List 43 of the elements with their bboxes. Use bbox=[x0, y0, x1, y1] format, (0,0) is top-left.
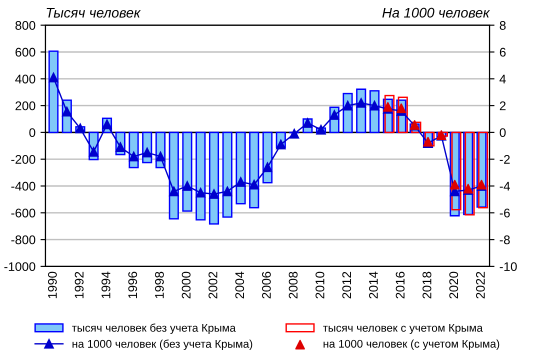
y2-tick-label: -2 bbox=[500, 155, 510, 164]
y-tick-label: -600 bbox=[11, 208, 36, 218]
y-tick-label: -200 bbox=[11, 155, 36, 164]
x-tick-label: 1992 bbox=[74, 272, 84, 298]
x-tick-label: 2018 bbox=[422, 272, 432, 298]
x-tick-label: 1996 bbox=[128, 272, 138, 298]
y-tick-label: 400 bbox=[15, 74, 36, 84]
y-tick-label: 600 bbox=[16, 48, 36, 57]
legend-label: на 1000 человек (без учета Крыма) bbox=[72, 340, 252, 350]
y2-tick-label: 2 bbox=[500, 101, 506, 110]
x-tick-label: 2004 bbox=[235, 272, 244, 298]
y2-tick-label: 0 bbox=[500, 128, 506, 138]
x-tick-label: 2000 bbox=[182, 272, 191, 298]
y-tick-label: -400 bbox=[11, 182, 36, 191]
y-tick-label: 200 bbox=[16, 101, 36, 110]
y2-tick-label: 6 bbox=[500, 48, 506, 57]
legend-label: тысяч человек с учетом Крыма bbox=[323, 324, 483, 334]
y2-tick-label: -10 bbox=[500, 262, 517, 272]
y2-tick-label: -8 bbox=[500, 235, 510, 244]
y-tick-label: -800 bbox=[11, 235, 36, 244]
y2-axis-title: На 1000 человек bbox=[382, 8, 490, 18]
x-tick-label: 1990 bbox=[48, 272, 57, 298]
legend-label: на 1000 человек (с учетом Крыма) bbox=[324, 340, 500, 350]
x-tick-label: 2022 bbox=[476, 272, 485, 298]
y-tick-label: -1000 bbox=[4, 262, 36, 272]
x-tick-label: 2016 bbox=[396, 272, 405, 298]
x-tick-label: 2020 bbox=[449, 272, 458, 298]
x-tick-label: 2006 bbox=[262, 272, 271, 298]
x-tick-label: 1998 bbox=[155, 272, 164, 298]
y2-tick-label: -6 bbox=[500, 208, 510, 218]
x-tick-label: 2014 bbox=[369, 272, 378, 298]
x-tick-label: 2008 bbox=[288, 272, 298, 298]
y2-tick-label: 4 bbox=[500, 74, 506, 84]
x-tick-label: 2010 bbox=[316, 272, 324, 298]
x-tick-label: 2012 bbox=[342, 272, 352, 298]
y-tick-label: 0 bbox=[29, 128, 36, 138]
legend-label: тысяч человек без учета Крыма bbox=[72, 324, 236, 334]
y-axis-title: Тысяч человек bbox=[46, 8, 141, 18]
y-tick-label: 800 bbox=[15, 21, 36, 30]
y2-tick-label: 8 bbox=[500, 21, 506, 30]
y2-tick-label: -4 bbox=[500, 182, 510, 191]
x-tick-label: 2002 bbox=[208, 272, 218, 298]
x-tick-label: 1994 bbox=[102, 272, 110, 298]
